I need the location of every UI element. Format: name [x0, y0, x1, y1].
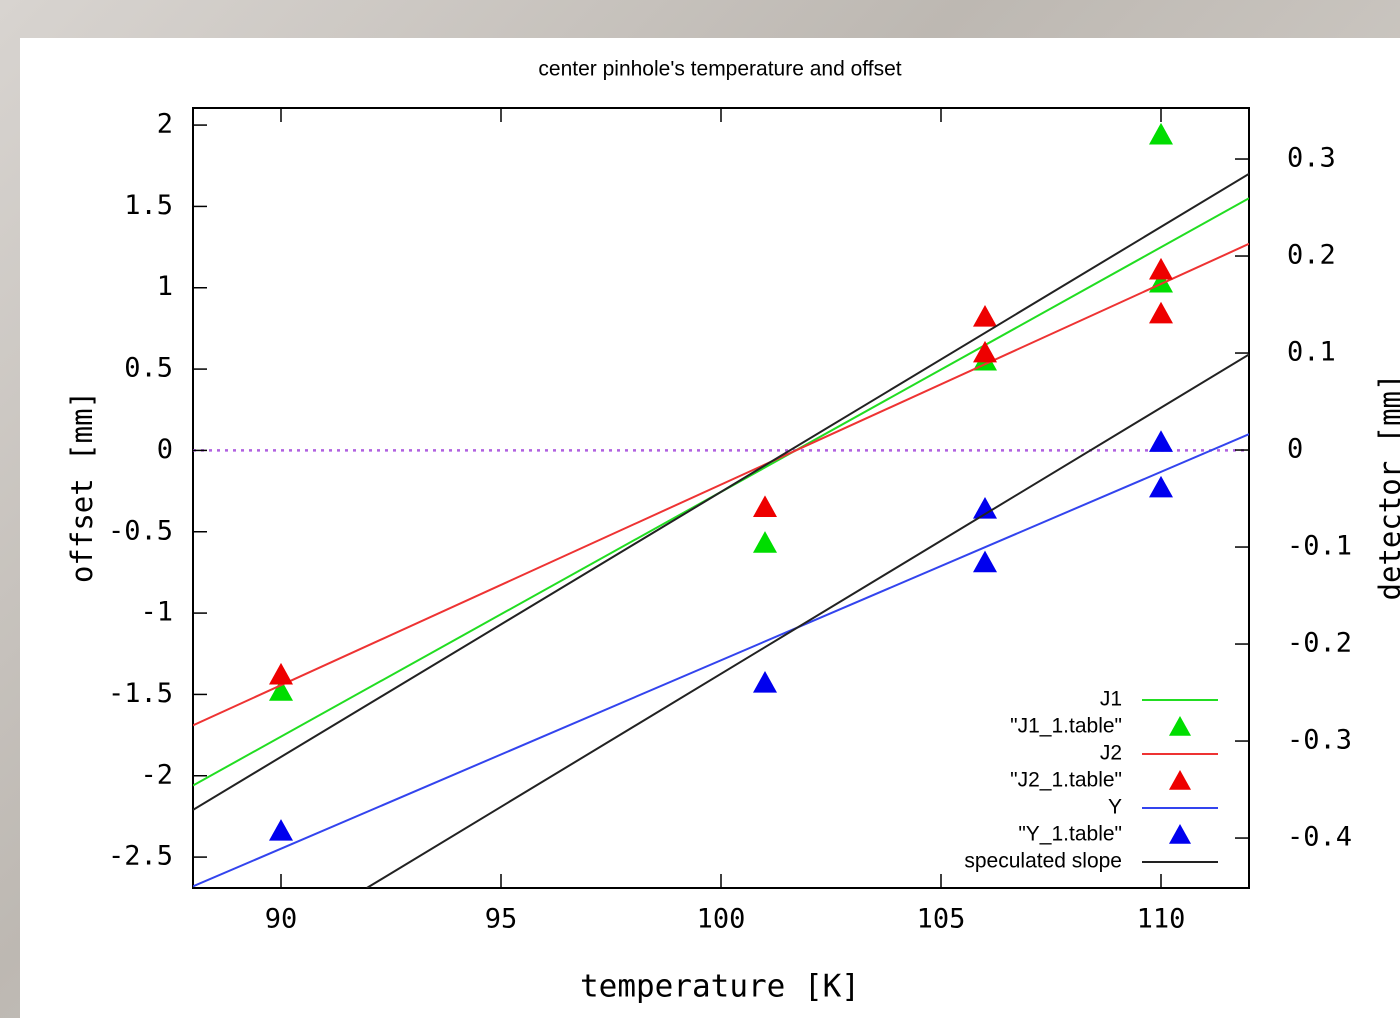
marker	[1149, 430, 1173, 452]
chart-title: center pinhole's temperature and offset	[538, 58, 901, 81]
marker	[269, 679, 293, 701]
y-tick-label: -2	[140, 759, 173, 790]
y-tick-label: 1.5	[124, 190, 173, 221]
legend-label: J2	[1100, 742, 1122, 765]
legend-label: "Y_1.table"	[1018, 823, 1122, 846]
marker	[1149, 301, 1173, 324]
marker	[269, 819, 293, 841]
y-tick-label: -1.5	[108, 678, 173, 709]
x-tick-label: 110	[1137, 904, 1186, 935]
x-axis-label: temperature [K]	[580, 969, 860, 1005]
y-tick-label: 0.5	[124, 353, 173, 384]
y-tick-label: 0	[157, 434, 173, 465]
legend-label: J1	[1100, 688, 1122, 711]
marker	[753, 531, 777, 553]
marker	[1149, 122, 1173, 145]
y2-tick-label: -0.3	[1287, 725, 1352, 756]
legend-label: Y	[1108, 796, 1122, 819]
y2-axis-label: detector [mm]	[1373, 374, 1400, 601]
legend-label: "J1_1.table"	[1010, 715, 1122, 738]
y-tick-label: -1	[140, 597, 173, 628]
x-tick-label: 95	[485, 904, 518, 935]
marker	[973, 496, 997, 519]
plot-area	[193, 122, 1249, 888]
y-tick-label: -2.5	[108, 841, 173, 872]
x-tick-label: 100	[697, 904, 746, 935]
marker	[973, 305, 997, 327]
marker	[973, 550, 997, 573]
x-tick-label: 90	[265, 904, 298, 935]
y-tick-label: 1	[157, 271, 173, 302]
y2-tick-label: -0.2	[1287, 628, 1352, 659]
y2-tick-label: 0.2	[1287, 240, 1336, 271]
legend-label: speculated slope	[964, 850, 1122, 873]
series-line	[193, 173, 1249, 888]
marker	[1149, 257, 1173, 280]
y-axis-label: offset [mm]	[65, 391, 99, 583]
y2-tick-label: 0.3	[1287, 143, 1336, 174]
y2-tick-label: 0	[1287, 434, 1303, 465]
legend-marker	[1169, 770, 1191, 790]
legend-marker	[1169, 716, 1191, 736]
y2-tick-label: 0.1	[1287, 337, 1336, 368]
legend-label: "J2_1.table"	[1010, 769, 1122, 792]
panel	[20, 38, 1400, 1018]
series-line	[193, 242, 1249, 727]
x-tick-label: 105	[917, 904, 966, 935]
legend-marker	[1169, 824, 1191, 844]
y2-tick-label: -0.1	[1287, 531, 1352, 562]
series-line	[193, 433, 1249, 888]
marker	[973, 340, 997, 363]
y-tick-label: 2	[157, 109, 173, 140]
y-tick-label: -0.5	[108, 515, 173, 546]
marker	[269, 662, 293, 685]
marker	[1149, 475, 1173, 498]
y2-tick-label: -0.4	[1287, 822, 1352, 853]
marker	[753, 495, 777, 517]
marker	[753, 671, 777, 693]
